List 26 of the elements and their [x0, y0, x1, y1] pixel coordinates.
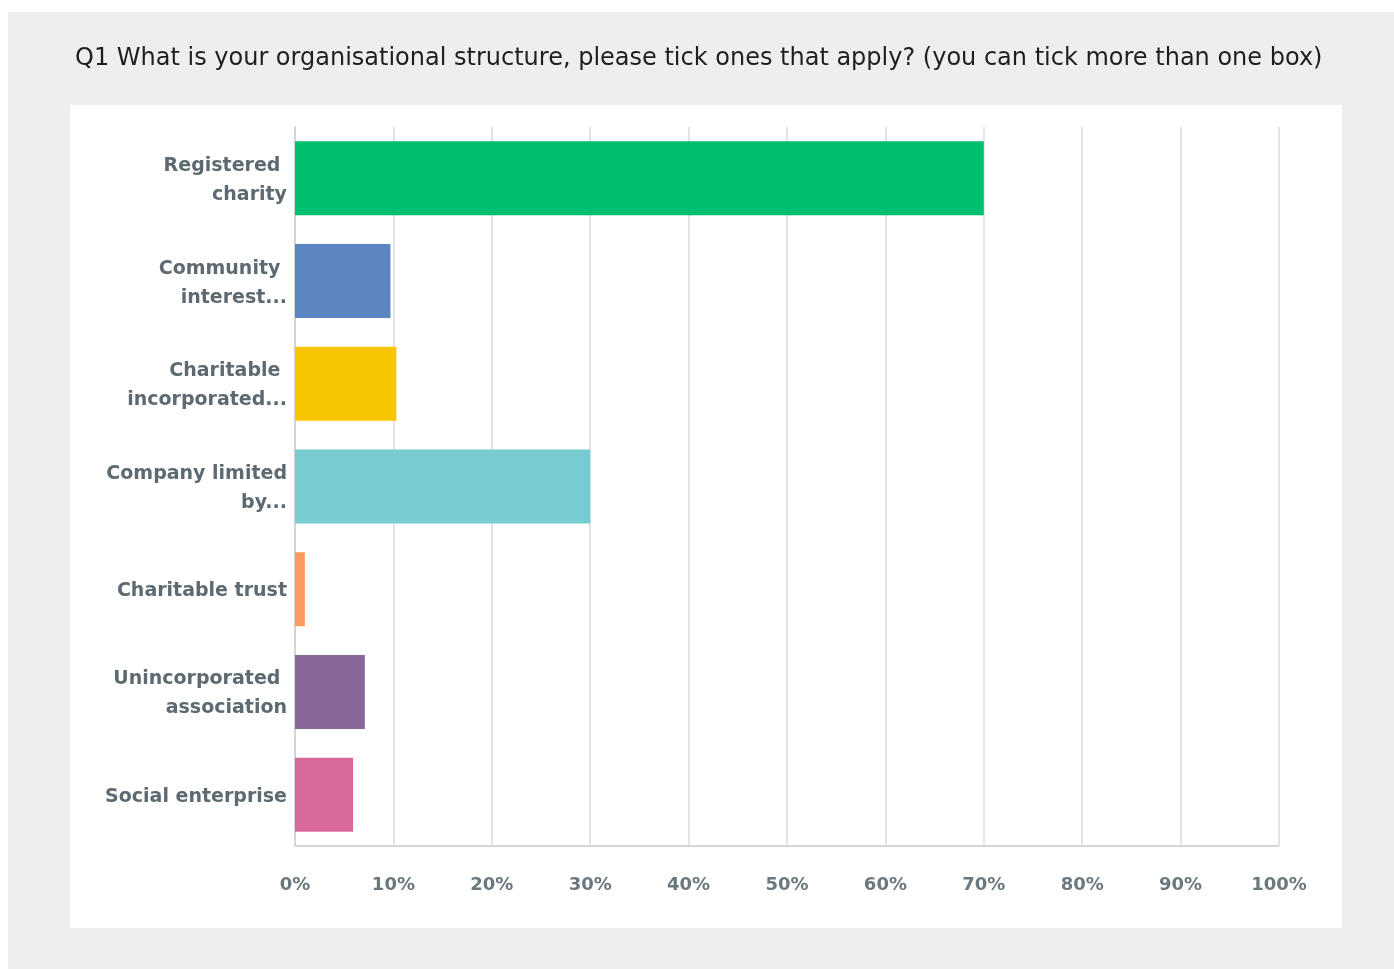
x-tick-label: 30%	[568, 872, 612, 894]
x-tick-label: 0%	[279, 872, 311, 894]
bar	[295, 552, 305, 627]
bar	[295, 346, 397, 421]
y-tick-label: Social enterprise	[105, 783, 287, 806]
x-tick-label: 90%	[1159, 872, 1203, 894]
y-tick-label: Charitable trust	[116, 578, 287, 601]
x-tick-label: 60%	[863, 872, 907, 894]
x-tick-label: 80%	[1060, 872, 1104, 894]
y-tick-label: Unincorporated association	[113, 666, 287, 718]
x-tick-label: 20%	[470, 872, 514, 894]
bar	[295, 141, 984, 216]
y-tick-label: Company limited by...	[106, 461, 287, 512]
x-tick-label: 40%	[667, 872, 711, 894]
x-tick-label: 10%	[371, 872, 415, 894]
y-tick-label: Community interest...	[158, 255, 287, 307]
bar	[295, 244, 391, 319]
bar	[295, 757, 354, 832]
bar	[295, 654, 365, 729]
chart-title: Q1 What is your organisational structure, please tick ones that apply? (you can tick more than one box)	[75, 43, 1323, 71]
x-tick-label: 50%	[765, 872, 809, 894]
y-tick-label: Charitable incorporated...	[127, 358, 287, 410]
x-tick-label: 70%	[962, 872, 1006, 894]
y-tick-label: Registered charity	[163, 152, 288, 204]
bar	[295, 449, 591, 524]
x-tick-label: 100%	[1251, 872, 1307, 894]
